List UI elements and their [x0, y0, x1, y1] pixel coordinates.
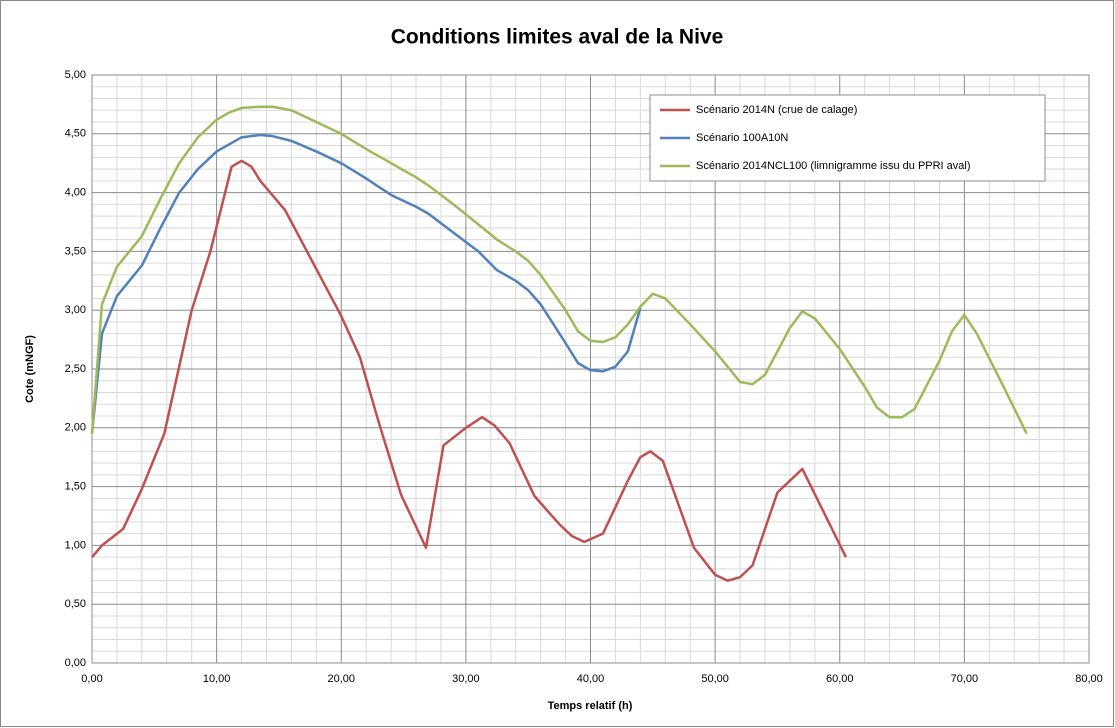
series-line [91, 159, 848, 582]
series-line [90, 133, 642, 434]
y-tick-label: 4,00 [65, 187, 86, 199]
y-tick-label: 5,00 [65, 69, 86, 81]
y-tick-label: 3,00 [65, 304, 86, 316]
x-axis-label: Temps relatif (h) [548, 700, 633, 712]
legend-box [649, 94, 1046, 182]
x-tick-label: 70,00 [951, 673, 979, 685]
y-tick-label: 1,00 [65, 539, 86, 551]
x-tick-label: 30,00 [452, 673, 480, 685]
plot-border [91, 74, 1090, 664]
legend-label: Scénario 2014NCL100 (limnigramme issu du… [696, 160, 971, 172]
y-tick-label: 1,50 [65, 481, 86, 493]
y-tick-label: 0,00 [65, 657, 86, 669]
y-tick-label: 0,50 [65, 598, 86, 610]
y-tick-label: 4,50 [65, 128, 86, 140]
legend-label: Scénario 2014N (crue de calage) [696, 104, 857, 116]
y-axis-label: Cote (mNGF) [24, 335, 36, 403]
chart-title: Conditions limites aval de la Nive [391, 26, 724, 49]
x-tick-label: 0,00 [81, 673, 102, 685]
series-line [90, 105, 1028, 435]
x-tick-label: 10,00 [203, 673, 231, 685]
x-tick-label: 60,00 [826, 673, 854, 685]
x-tick-label: 40,00 [577, 673, 605, 685]
x-tick-label: 20,00 [327, 673, 355, 685]
y-tick-label: 2,00 [65, 422, 86, 434]
y-tick-label: 2,50 [65, 363, 86, 375]
y-tick-label: 3,50 [65, 245, 86, 257]
x-tick-label: 80,00 [1075, 673, 1103, 685]
x-tick-label: 50,00 [701, 673, 729, 685]
legend-label: Scénario 100A10N [696, 132, 788, 144]
